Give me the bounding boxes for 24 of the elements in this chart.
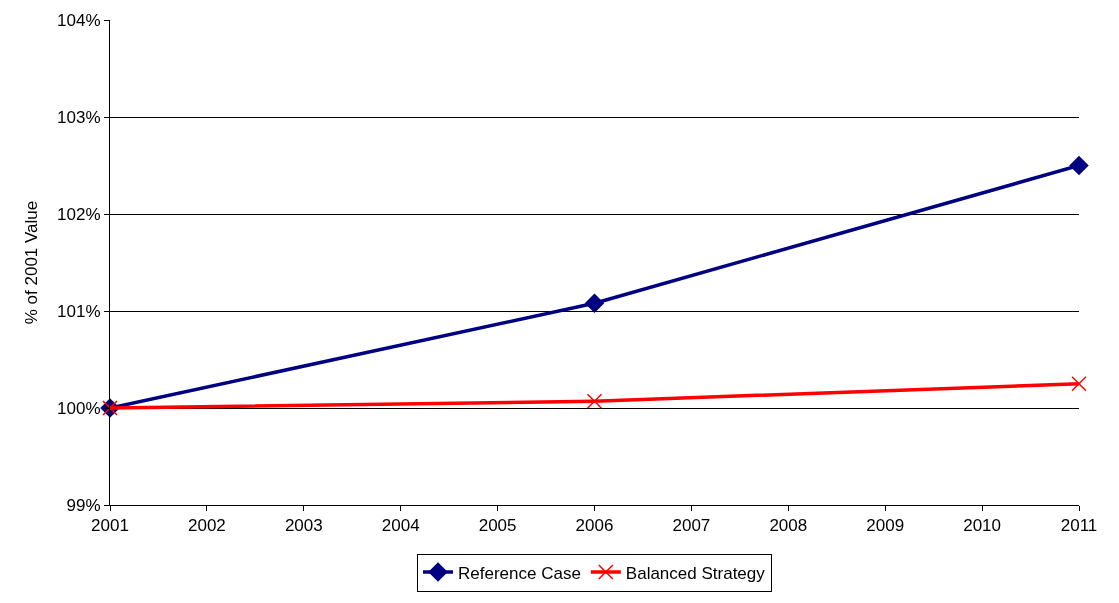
point: [584, 293, 605, 313]
x-tick-label: 2002: [187, 516, 226, 536]
y-tick-label: 100%: [57, 398, 101, 418]
x-tick-label: 2010: [963, 516, 1002, 536]
legend-label: Balanced Strategy: [625, 563, 766, 583]
x-tick-label: 2003: [284, 516, 323, 536]
x-tick-label: 2008: [769, 516, 808, 536]
x-tick-label: 2007: [672, 516, 711, 536]
y-tick-label: 101%: [57, 301, 101, 321]
point: [1069, 155, 1089, 176]
y-axis-title: % of 2001 Value: [21, 200, 41, 325]
x-tick-label: 2006: [575, 516, 614, 536]
y-tick-label: 99%: [66, 495, 101, 515]
y-tick-label: 103%: [57, 107, 101, 127]
y-tick-label: 102%: [57, 204, 101, 224]
point: [586, 393, 603, 409]
x-tick-label: 2001: [91, 516, 129, 536]
x-tick-label: 2005: [478, 516, 517, 536]
y-tick-label: 104%: [57, 10, 101, 30]
x-tick-label: 2011: [1060, 516, 1098, 536]
point: [1071, 376, 1087, 392]
legend-label: Reference Case: [458, 563, 581, 583]
x-tick-label: 2009: [866, 516, 905, 536]
x-tick-label: 2004: [381, 516, 420, 536]
